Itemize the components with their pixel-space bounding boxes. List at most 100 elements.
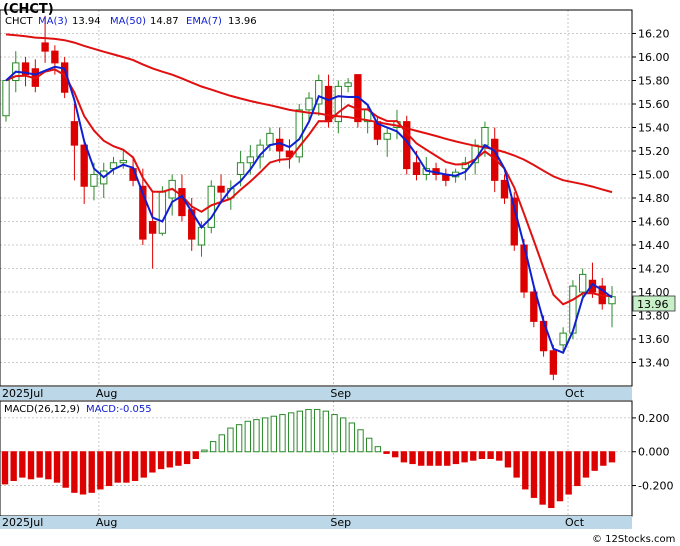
- macd-y-tick-labels: 0.200 0.000 -0.200: [632, 412, 673, 493]
- candle-body: [158, 191, 167, 234]
- macd-bar: [227, 427, 234, 453]
- legend-ma50-label: MA(50): [110, 16, 146, 27]
- macd-legend-value: MACD:-0.055: [86, 404, 152, 415]
- macd-bar: [114, 451, 121, 483]
- macd-bar: [470, 451, 477, 461]
- price-y-tick-label: 13.60: [638, 333, 670, 346]
- indicator-legend: CHCT MA(3) 13.94 MA(50) 14.87 EMA(7) 13.…: [5, 16, 257, 27]
- macd-bar: [123, 451, 130, 483]
- price-y-tick-label: 14.40: [638, 239, 670, 252]
- legend-ma3-label: MA(3): [38, 16, 68, 27]
- candle-body: [41, 42, 49, 52]
- macd-bar: [348, 422, 356, 453]
- last-price-label: 13.96: [637, 298, 669, 311]
- candle-body: [2, 80, 10, 117]
- macd-bar: [287, 412, 295, 453]
- macd-bar: [331, 414, 338, 453]
- macd-bar: [296, 410, 304, 453]
- macd-x-tick-label: 2025Jul: [2, 516, 43, 529]
- candle-body: [344, 82, 352, 87]
- macd-bar: [53, 451, 61, 483]
- macd-bar: [574, 451, 581, 487]
- price-y-tick-label: 15.40: [638, 122, 670, 135]
- candle-body: [383, 132, 391, 140]
- candle-body: [461, 162, 470, 170]
- macd-bar: [10, 451, 17, 481]
- price-panel: 2025Jul Aug Sep Oct 16.20 16.00 15.80 15.60 15.…: [0, 9, 676, 400]
- candle-body: [80, 144, 88, 187]
- macd-bar: [496, 451, 503, 461]
- candle-body: [51, 50, 59, 64]
- macd-bar: [209, 441, 217, 453]
- macd-bar: [478, 451, 486, 459]
- macd-panel: 2025Jul Aug Sep Oct 0.200 0.000 -0.200 MACD(2…: [0, 400, 673, 529]
- macd-bar: [461, 451, 468, 463]
- candle-body: [21, 62, 30, 76]
- macd-bar: [62, 451, 69, 488]
- candle-body: [315, 80, 323, 105]
- macd-bar: [261, 417, 269, 453]
- price-y-tick-label: 14.80: [638, 192, 670, 205]
- candle-body: [197, 226, 206, 246]
- macd-bar: [539, 451, 546, 505]
- price-y-tick-label: 14.20: [638, 263, 670, 276]
- macd-bar: [183, 451, 191, 465]
- price-x-tick-label: 2025Jul: [2, 387, 43, 400]
- macd-bar: [513, 451, 520, 478]
- macd-bar: [131, 451, 139, 481]
- macd-bar: [149, 451, 156, 473]
- ma3-line: [5, 65, 613, 354]
- macd-x-tick-labels: 2025Jul Aug Sep Oct: [2, 516, 585, 529]
- price-y-tick-label: 15.20: [638, 145, 670, 158]
- candle-body: [481, 127, 489, 146]
- macd-bar: [244, 420, 251, 453]
- macd-bar: [97, 451, 104, 490]
- candle-body: [119, 159, 127, 164]
- macd-date-axis-band: [0, 516, 632, 529]
- candle-body: [579, 273, 587, 293]
- macd-bar: [192, 451, 199, 459]
- macd-bar: [218, 434, 225, 453]
- macd-bar: [235, 424, 243, 453]
- price-y-tick-label: 16.00: [638, 51, 670, 64]
- ema7-line: [5, 68, 613, 306]
- candle-body: [549, 350, 558, 375]
- candle-body: [334, 85, 342, 123]
- macd-bar: [36, 451, 43, 478]
- macd-bar: [166, 451, 173, 468]
- macd-bar: [71, 451, 78, 493]
- price-y-tick-label: 14.60: [638, 216, 670, 229]
- candle-body: [236, 162, 245, 175]
- macd-bar: [444, 451, 451, 466]
- legend-symbol: CHCT: [5, 16, 33, 27]
- price-x-tick-labels: 2025Jul Aug Sep Oct: [2, 387, 585, 400]
- macd-bar: [504, 451, 512, 468]
- chart-title: (CHCT): [3, 2, 54, 17]
- macd-bar: [556, 451, 564, 502]
- macd-y-tick-label: 0.000: [638, 446, 670, 459]
- macd-bar: [565, 451, 572, 495]
- macd-bar: [270, 415, 278, 453]
- macd-bar: [305, 408, 312, 453]
- macd-bar: [279, 414, 286, 453]
- macd-bar: [339, 417, 347, 453]
- macd-bar: [383, 451, 390, 454]
- legend-ma50-value: 14.87: [150, 16, 179, 27]
- legend-ma3-value: 13.94: [72, 16, 101, 27]
- macd-bar: [435, 451, 442, 466]
- macd-bar: [400, 451, 408, 463]
- watermark: © 12Stocks.com: [592, 534, 675, 545]
- price-y-tick-labels: 16.20 16.00 15.80 15.60 15.40 15.20 15.00 14.80…: [632, 28, 670, 370]
- macd-bar: [392, 451, 399, 458]
- price-y-tick-label: 13.40: [638, 357, 670, 370]
- candle-body: [530, 291, 538, 322]
- macd-legend-label: MACD(26,12,9): [4, 404, 80, 415]
- macd-bar: [374, 446, 382, 453]
- price-y-tick-label: 15.00: [638, 169, 670, 182]
- macd-bar: [426, 451, 434, 466]
- last-price-box: [632, 295, 676, 312]
- candle-body: [412, 162, 421, 175]
- price-x-tick-label: Oct: [565, 387, 585, 400]
- macd-y-tick-label: 0.200: [638, 412, 670, 425]
